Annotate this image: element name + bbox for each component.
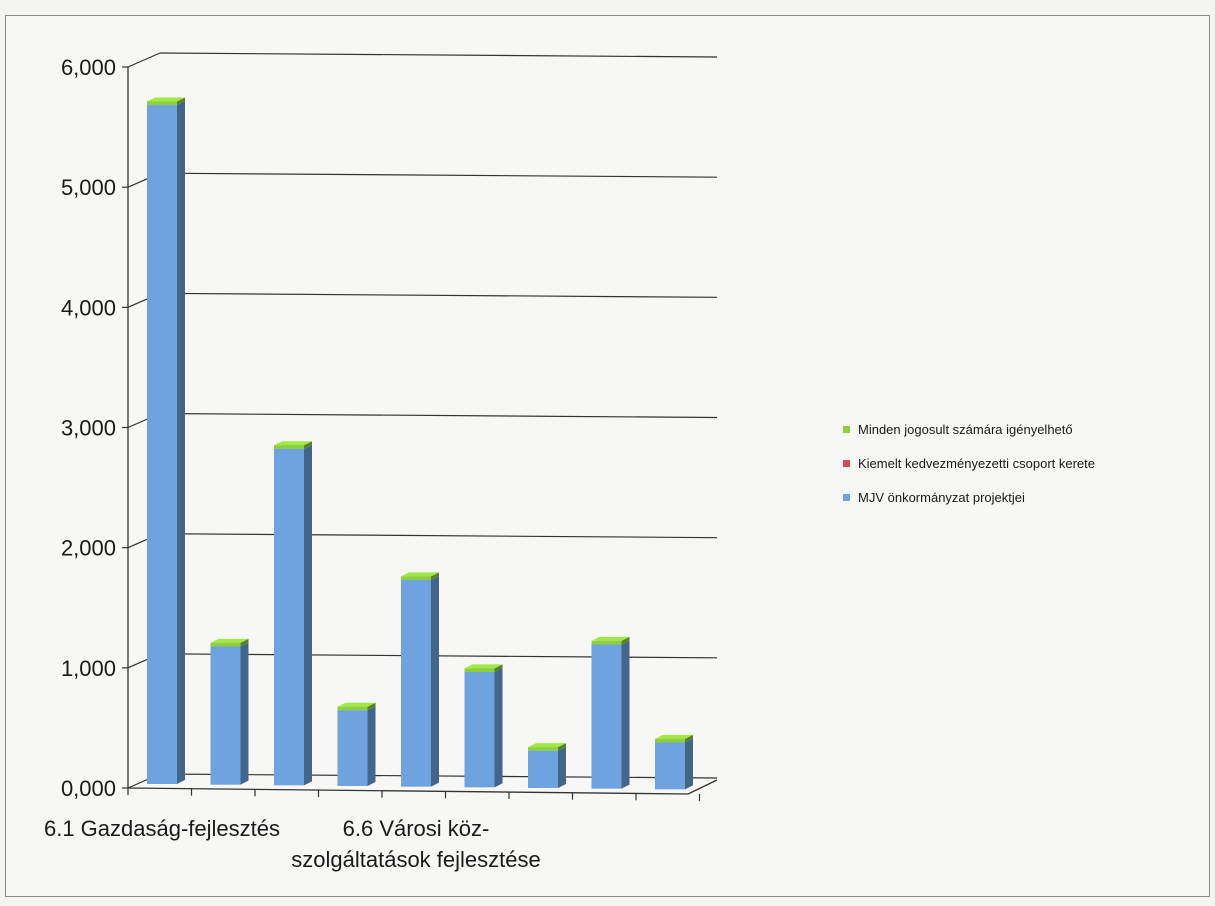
bar-mjv-6-front [528,750,558,788]
bar-mjv-5-front [464,671,495,788]
floor-right-edge [687,779,718,795]
bar-mjv-3-side [367,706,376,786]
ytick-label-1: 1,000 [61,656,116,681]
xtick-label-4: 6.6 Városi köz-szolgáltatások fejlesztés… [291,816,540,872]
bar-minden-2-top [274,441,312,446]
xtick-label-line: 6.6 Városi köz- [343,816,490,841]
bar-minden-1-top [210,638,249,643]
legend-item-mjv: MJV önkormányzat projektjei [843,480,1203,514]
bar-minden-6-top [528,743,566,748]
bar-mjv-4-front [401,579,431,787]
x-axis-line [127,787,689,795]
legend-label-kiemelt: Kiemelt kedvezményezetti csoport kerete [858,455,1095,471]
legend-swatch-kiemelt [843,459,850,467]
bar-mjv-2-front [274,448,304,786]
bar-mjv-7-front [591,644,622,789]
bar-mjv-0-side [177,101,185,784]
bar-mjv-4-side [431,575,439,787]
bar-mjv-8-side [685,738,693,790]
legend: Minden jogosult számára igényelhető Kiem… [843,412,1203,514]
bar-minden-6-front [528,747,558,751]
bar-minden-3-side [367,702,376,711]
bar-minden-5-top [464,664,503,669]
bar-minden-4-front [401,576,431,580]
ytick-label-5: 5,000 [61,175,116,200]
axis-layer [122,66,718,801]
gridline-5 [159,172,718,178]
ytick-label-2: 2,000 [61,536,116,561]
bar-minden-2-side [304,441,312,449]
ytick-label-3: 3,000 [61,416,116,441]
bar-layer [147,97,693,790]
legend-item-kiemelt: Kiemelt kedvezményezetti csoport kerete [843,446,1203,480]
legend-item-minden: Minden jogosult számára igényelhető [843,412,1203,446]
ytick-label-0: 0,000 [61,776,116,801]
bar-minden-0-front [147,101,177,106]
bar-minden-3-front [337,706,368,711]
legend-label-mjv: MJV önkormányzat projektjei [858,489,1025,505]
bar-mjv-5-side [494,667,503,788]
bar-mjv-1-side [240,642,249,785]
gridline-wall-6 [127,52,161,68]
legend-label-minden: Minden jogosult számára igényelhető [858,421,1073,437]
ytick-label-6: 6,000 [61,55,116,80]
ytick-label-4: 4,000 [61,295,116,320]
bar-mjv-8-front [655,742,685,790]
bar-minden-8-side [685,734,693,743]
bar-minden-7-side [621,636,630,645]
bar-minden-4-side [431,572,439,580]
bar-minden-0-top [147,97,185,102]
bar-minden-1-side [240,638,249,647]
bar-minden-3-top [337,702,376,707]
bar-minden-0-side [177,97,185,106]
bar-minden-6-side [558,743,566,751]
bar-mjv-7-side [621,640,630,789]
bar-minden-7-front [591,640,622,645]
bar-mjv-6-side [558,746,566,788]
bar-minden-7-top [591,636,630,641]
bar-mjv-3-front [337,710,368,786]
bar-mjv-2-side [304,444,312,786]
bar-minden-5-side [494,664,503,672]
label-layer: 0,000 1,000 2,000 3,000 4,000 5,000 6,000 6.1 G… [44,55,541,872]
xtick-label-line: 6.1 Gazdaság-fejlesztés [44,816,280,841]
bar-minden-1-front [210,642,241,647]
bar-minden-8-top [655,734,693,739]
bar-minden-4-top [401,572,439,577]
legend-swatch-mjv [843,493,850,501]
bar-mjv-1-front [210,646,241,785]
gridline-4 [159,292,718,298]
xtick-label-0: 6.1 Gazdaság-fejlesztés [44,816,280,841]
bar-minden-8-front [655,738,685,743]
bar-minden-5-front [464,668,495,672]
gridline-6 [159,52,718,58]
bar-minden-2-front [274,445,304,449]
gridline-2 [159,533,718,539]
bar-mjv-0-front [147,105,177,784]
gridline-3 [159,412,718,419]
legend-swatch-minden [843,425,850,433]
xtick-label-line: szolgáltatások fejlesztése [291,847,540,872]
